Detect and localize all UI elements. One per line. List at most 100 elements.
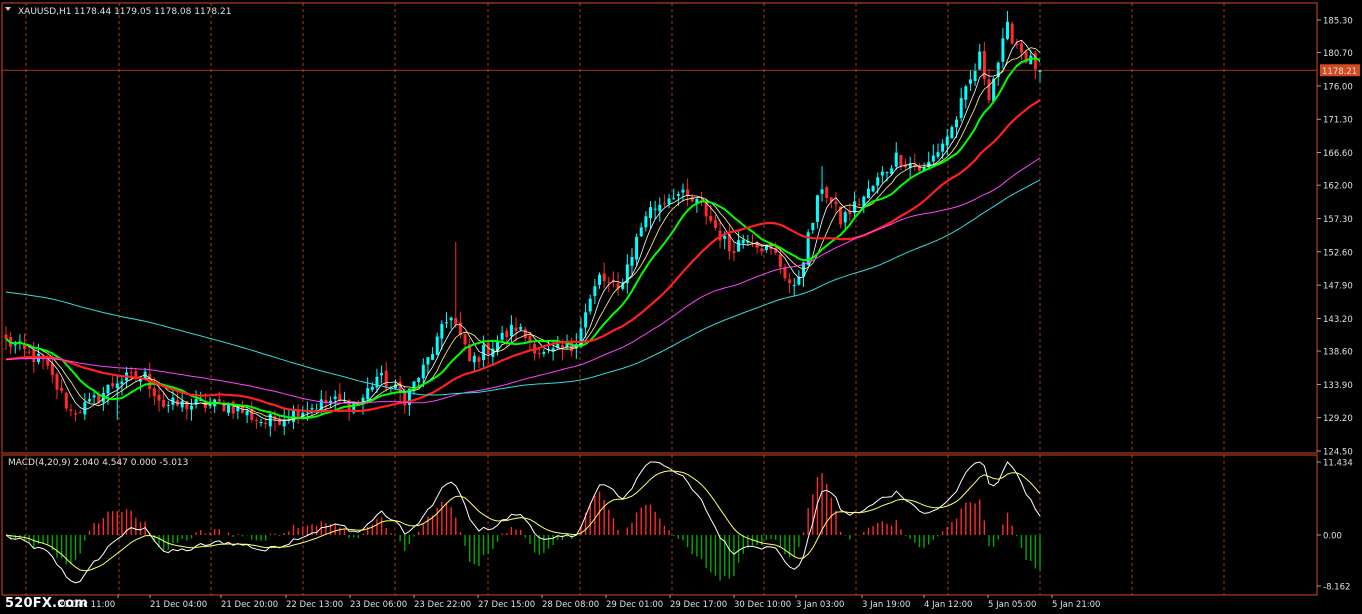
candle-body bbox=[426, 357, 430, 365]
candle-body bbox=[996, 62, 1000, 77]
candle-body bbox=[222, 403, 226, 411]
candle-body bbox=[1019, 43, 1023, 53]
candle-body bbox=[792, 284, 796, 286]
price-chart-title: XAUUSD,H1 bbox=[18, 7, 72, 17]
candle-body bbox=[129, 372, 133, 374]
candle-body bbox=[959, 98, 963, 118]
candle-body bbox=[579, 328, 583, 347]
axes: 1178.21 185.30 180.70 176.00 171.30 166.60 162… bbox=[58, 17, 1360, 610]
macd-main-line bbox=[5, 461, 1041, 584]
candle-body bbox=[338, 393, 342, 401]
candle-body bbox=[500, 332, 504, 340]
candle-body bbox=[862, 196, 866, 208]
candle-body bbox=[380, 373, 384, 376]
candle-body bbox=[876, 177, 880, 186]
candle-body bbox=[435, 336, 439, 355]
candle-body bbox=[982, 51, 986, 79]
candle-body bbox=[291, 409, 295, 422]
candle-body bbox=[681, 189, 685, 193]
candle-body bbox=[319, 399, 323, 410]
candle-body bbox=[449, 317, 453, 321]
candle-body bbox=[55, 374, 59, 390]
candle-body bbox=[894, 152, 898, 167]
candle-body bbox=[254, 419, 258, 421]
candle-body bbox=[815, 195, 819, 222]
candle-body bbox=[366, 388, 370, 400]
dropdown-arrow-icon[interactable] bbox=[5, 7, 11, 11]
candle-body bbox=[185, 401, 189, 410]
candle-body bbox=[690, 196, 694, 202]
candle-body bbox=[788, 279, 792, 284]
candle-body bbox=[217, 399, 221, 402]
candle-body bbox=[74, 413, 78, 415]
x-tick-label: 21 Dec 04:00 bbox=[150, 600, 207, 610]
watermark: 520FX.com bbox=[5, 596, 88, 611]
candle-body bbox=[611, 279, 615, 282]
candle-body bbox=[384, 370, 388, 389]
candle-body bbox=[264, 422, 268, 424]
candle-body bbox=[250, 408, 254, 420]
candle-body bbox=[50, 363, 54, 376]
candle-body bbox=[412, 381, 416, 391]
candle-body bbox=[505, 330, 509, 338]
candle-body bbox=[593, 286, 597, 297]
candle-body bbox=[625, 264, 629, 284]
candle-body bbox=[973, 70, 977, 81]
candle-body bbox=[908, 164, 912, 168]
candle-body bbox=[644, 216, 648, 228]
current-price-label: 1178.21 bbox=[1322, 67, 1357, 77]
candle-body bbox=[857, 204, 861, 206]
candle-body bbox=[60, 387, 64, 391]
candle-body bbox=[588, 298, 592, 312]
candle-body bbox=[208, 404, 212, 406]
candle-body bbox=[23, 343, 27, 349]
candle-body bbox=[468, 344, 472, 362]
candle-body bbox=[523, 328, 527, 338]
candle-body bbox=[421, 364, 425, 379]
candle-body bbox=[509, 324, 513, 337]
candle-body bbox=[407, 388, 411, 405]
macd-title: MACD(4,20,9) 2.040 4.547 0.000 -5.013 bbox=[8, 458, 188, 468]
ma-line-13 bbox=[5, 57, 1041, 420]
candle-body bbox=[333, 396, 337, 399]
candle-body bbox=[992, 78, 996, 102]
candle-body bbox=[834, 201, 838, 205]
candle-body bbox=[398, 381, 402, 393]
candle-body bbox=[880, 171, 884, 176]
candle-body bbox=[296, 409, 300, 419]
candle-body bbox=[352, 403, 356, 413]
candle-body bbox=[551, 348, 555, 352]
candle-body bbox=[27, 351, 31, 353]
candle-body bbox=[87, 399, 91, 402]
candle-body bbox=[871, 185, 875, 192]
x-tick-label: 3 Jan 03:00 bbox=[796, 600, 844, 610]
candle-body bbox=[713, 220, 717, 229]
candle-body bbox=[968, 79, 972, 84]
macd-y-tick-label: 11.434 bbox=[1323, 459, 1353, 469]
ma-line-90 bbox=[5, 179, 1041, 396]
x-tick-label: 21 Dec 20:00 bbox=[221, 600, 278, 610]
x-tick-label: 20 Dec 11:00 bbox=[58, 600, 115, 610]
x-tick-label: 5 Jan 21:00 bbox=[1052, 600, 1100, 610]
candle-body bbox=[106, 384, 110, 394]
candle-body bbox=[890, 168, 894, 175]
x-tick-label: 23 Dec 22:00 bbox=[414, 600, 471, 610]
candle-body bbox=[227, 403, 231, 413]
candle-body bbox=[111, 383, 115, 387]
candle-body bbox=[46, 357, 50, 366]
candle-body bbox=[922, 167, 926, 172]
candle-body bbox=[417, 378, 421, 382]
candle-body bbox=[778, 254, 782, 268]
candle-body bbox=[236, 406, 240, 412]
y-tick-label: 171.30 bbox=[1323, 116, 1353, 126]
candle-body bbox=[1029, 55, 1033, 64]
ma-line-5 bbox=[5, 39, 1041, 422]
candle-body bbox=[806, 232, 810, 265]
candle-body bbox=[310, 407, 314, 410]
candle-body bbox=[547, 349, 551, 351]
candle-body bbox=[514, 327, 518, 332]
candle-body bbox=[282, 419, 286, 427]
candle-body bbox=[324, 399, 328, 404]
candle-body bbox=[482, 344, 486, 361]
candle-body bbox=[78, 412, 82, 414]
